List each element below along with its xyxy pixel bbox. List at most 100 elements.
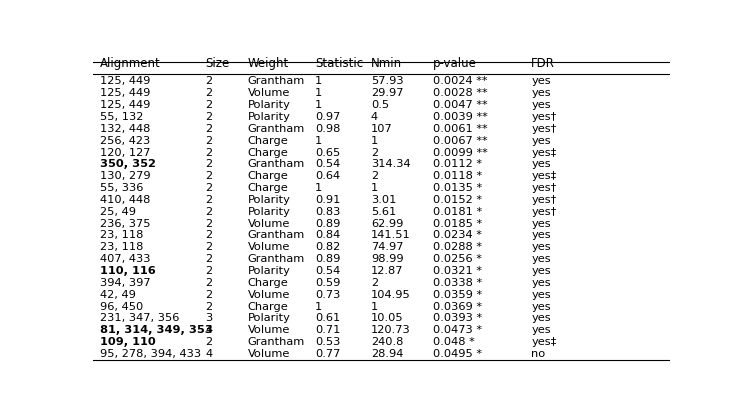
Text: yes: yes	[531, 242, 551, 252]
Text: Alignment: Alignment	[100, 57, 161, 70]
Text: 2: 2	[371, 171, 378, 181]
Text: 0.64: 0.64	[315, 171, 340, 181]
Text: 314.34: 314.34	[371, 159, 411, 169]
Text: 0.0473 *: 0.0473 *	[433, 325, 482, 335]
Text: 29.97: 29.97	[371, 88, 403, 98]
Text: 0.89: 0.89	[315, 254, 340, 264]
Text: 1: 1	[371, 302, 378, 312]
Text: 109, 110: 109, 110	[100, 337, 155, 347]
Text: Charge: Charge	[248, 278, 288, 288]
Text: 95, 278, 394, 433: 95, 278, 394, 433	[100, 349, 201, 359]
Text: 0.0028 **: 0.0028 **	[433, 88, 488, 98]
Text: 120, 127: 120, 127	[100, 147, 150, 158]
Text: no: no	[531, 349, 545, 359]
Text: yes: yes	[531, 159, 551, 169]
Text: Polarity: Polarity	[248, 112, 290, 122]
Text: Volume: Volume	[248, 242, 290, 252]
Text: 1: 1	[315, 100, 322, 110]
Text: 25, 49: 25, 49	[100, 207, 136, 217]
Text: Volume: Volume	[248, 219, 290, 228]
Text: 0.59: 0.59	[315, 278, 340, 288]
Text: 1: 1	[315, 76, 322, 87]
Text: yes: yes	[531, 313, 551, 323]
Text: 1: 1	[315, 136, 322, 146]
Text: 0.0256 *: 0.0256 *	[433, 254, 482, 264]
Text: 2: 2	[205, 147, 213, 158]
Text: yes‡: yes‡	[531, 337, 557, 347]
Text: 2: 2	[205, 219, 213, 228]
Text: 2: 2	[371, 278, 378, 288]
Text: 0.0393 *: 0.0393 *	[433, 313, 482, 323]
Text: 231, 347, 356: 231, 347, 356	[100, 313, 179, 323]
Text: 1: 1	[371, 136, 378, 146]
Text: 2: 2	[205, 100, 213, 110]
Text: 1: 1	[315, 88, 322, 98]
Text: 42, 49: 42, 49	[100, 290, 136, 300]
Text: Charge: Charge	[248, 302, 288, 312]
Text: yes: yes	[531, 254, 551, 264]
Text: 110, 116: 110, 116	[100, 266, 155, 276]
Text: 2: 2	[205, 112, 213, 122]
Text: Nmin: Nmin	[371, 57, 402, 70]
Text: 81, 314, 349, 353: 81, 314, 349, 353	[100, 325, 213, 335]
Text: 0.65: 0.65	[315, 147, 340, 158]
Text: 0.0152 *: 0.0152 *	[433, 195, 482, 205]
Text: 4: 4	[205, 325, 213, 335]
Text: yes†: yes†	[531, 207, 557, 217]
Text: yes: yes	[531, 290, 551, 300]
Text: 2: 2	[205, 266, 213, 276]
Text: 4: 4	[371, 112, 378, 122]
Text: yes: yes	[531, 219, 551, 228]
Text: 2: 2	[205, 207, 213, 217]
Text: yes: yes	[531, 325, 551, 335]
Text: 125, 449: 125, 449	[100, 88, 150, 98]
Text: Polarity: Polarity	[248, 266, 290, 276]
Text: Grantham: Grantham	[248, 254, 305, 264]
Text: 96, 450: 96, 450	[100, 302, 143, 312]
Text: 10.05: 10.05	[371, 313, 403, 323]
Text: 2: 2	[205, 76, 213, 87]
Text: 1: 1	[315, 302, 322, 312]
Text: Polarity: Polarity	[248, 195, 290, 205]
Text: 0.0321 *: 0.0321 *	[433, 266, 482, 276]
Text: yes: yes	[531, 76, 551, 87]
Text: 57.93: 57.93	[371, 76, 403, 87]
Text: 62.99: 62.99	[371, 219, 403, 228]
Text: Polarity: Polarity	[248, 207, 290, 217]
Text: yes: yes	[531, 266, 551, 276]
Text: 0.61: 0.61	[315, 313, 340, 323]
Text: 0.82: 0.82	[315, 242, 340, 252]
Text: Grantham: Grantham	[248, 124, 305, 134]
Text: Weight: Weight	[248, 57, 289, 70]
Text: 0.54: 0.54	[315, 159, 340, 169]
Text: Polarity: Polarity	[248, 313, 290, 323]
Text: yes: yes	[531, 302, 551, 312]
Text: 0.71: 0.71	[315, 325, 340, 335]
Text: 5.61: 5.61	[371, 207, 396, 217]
Text: Grantham: Grantham	[248, 159, 305, 169]
Text: 2: 2	[205, 195, 213, 205]
Text: 141.51: 141.51	[371, 231, 411, 241]
Text: 28.94: 28.94	[371, 349, 403, 359]
Text: 0.0047 **: 0.0047 **	[433, 100, 488, 110]
Text: 0.98: 0.98	[315, 124, 340, 134]
Text: 2: 2	[205, 183, 213, 193]
Text: 0.0288 *: 0.0288 *	[433, 242, 482, 252]
Text: Grantham: Grantham	[248, 337, 305, 347]
Text: Charge: Charge	[248, 183, 288, 193]
Text: Charge: Charge	[248, 171, 288, 181]
Text: 0.0099 **: 0.0099 **	[433, 147, 488, 158]
Text: 2: 2	[205, 231, 213, 241]
Text: Volume: Volume	[248, 349, 290, 359]
Text: 3.01: 3.01	[371, 195, 397, 205]
Text: yes‡: yes‡	[531, 147, 557, 158]
Text: 0.97: 0.97	[315, 112, 340, 122]
Text: 2: 2	[205, 136, 213, 146]
Text: 4: 4	[205, 349, 213, 359]
Text: 23, 118: 23, 118	[100, 231, 144, 241]
Text: 0.0369 *: 0.0369 *	[433, 302, 482, 312]
Text: 0.5: 0.5	[371, 100, 389, 110]
Text: Polarity: Polarity	[248, 100, 290, 110]
Text: 394, 397: 394, 397	[100, 278, 150, 288]
Text: Grantham: Grantham	[248, 76, 305, 87]
